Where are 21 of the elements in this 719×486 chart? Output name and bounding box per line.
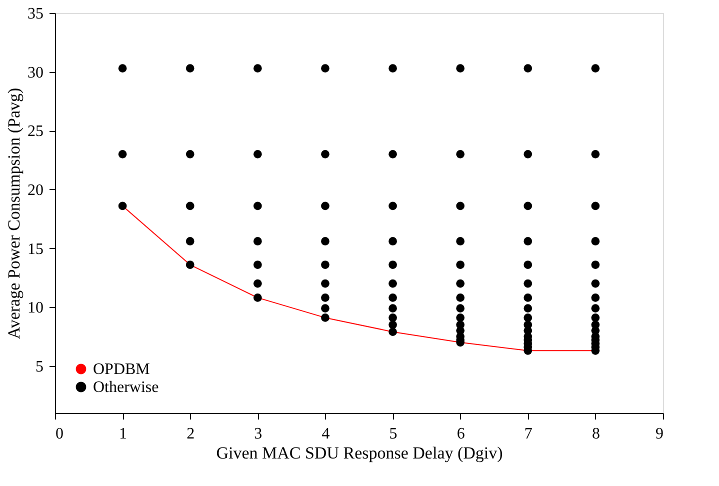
x-tick-label: 3 (254, 426, 262, 442)
x-axis-title: Given MAC SDU Response Delay (Dgiv) (216, 444, 503, 462)
y-axis-title: Average Power Consumpsion (Pavg) (4, 88, 24, 340)
x-tick-label: 7 (524, 426, 532, 442)
x-tick-label: 5 (389, 426, 398, 442)
x-tick-label: 4 (322, 426, 330, 442)
x-tick-label: 8 (592, 426, 600, 442)
x-tick-label: 6 (456, 426, 465, 442)
y-tick-label: 30 (28, 64, 44, 82)
y-tick-label: 15 (28, 240, 44, 258)
x-tick-label: 9 (656, 426, 664, 442)
x-tick-label: 1 (119, 426, 128, 442)
y-tick-label: 35 (28, 6, 44, 22)
legend-label: OPDBM (93, 361, 150, 378)
y-tick-label: 20 (28, 182, 44, 199)
legend-label: Otherwise (93, 379, 159, 396)
y-tick-label: 10 (28, 300, 44, 317)
y-tick-label: 5 (36, 358, 44, 376)
x-tick-label: 2 (186, 426, 195, 442)
y-tick-label: 25 (28, 123, 44, 140)
x-tick-label: 0 (56, 426, 64, 442)
